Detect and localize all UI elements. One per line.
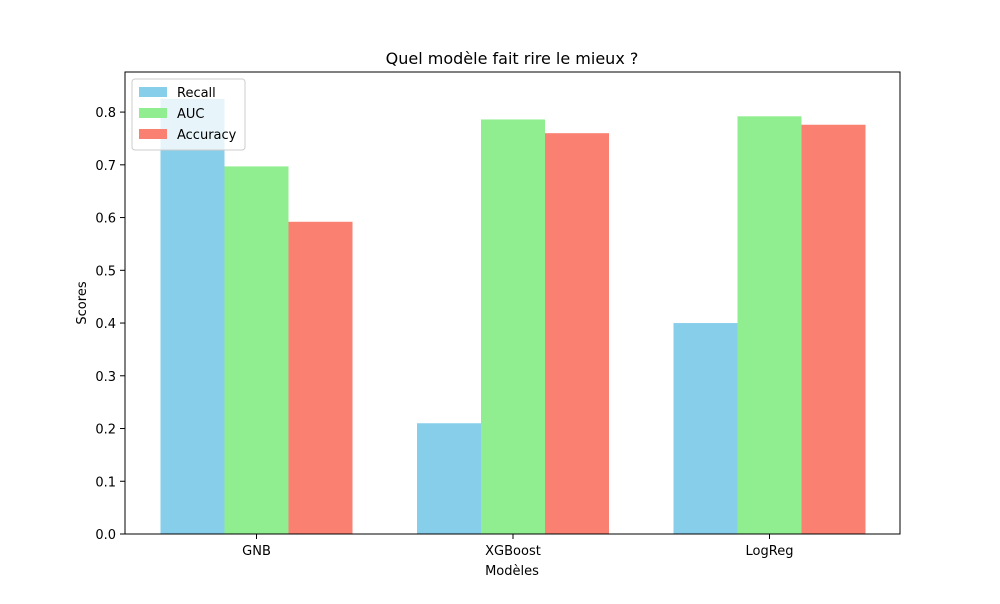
- y-axis: 0.0 0.1 0.2 0.3 0.4 0.5 0.6 0.7 0.8: [95, 106, 125, 543]
- y-tick-label: 0.7: [95, 159, 116, 174]
- bar-auc-xgboost: [481, 119, 545, 534]
- legend-label-recall: Recall: [177, 86, 216, 101]
- y-tick-label: 0.5: [95, 264, 116, 279]
- bar-recall-gnb: [160, 98, 225, 534]
- y-tick-label: 0.3: [95, 370, 116, 385]
- legend-label-accuracy: Accuracy: [177, 128, 237, 143]
- legend-swatch-accuracy: [139, 129, 167, 139]
- x-axis-label: Modèles: [485, 564, 539, 579]
- y-tick-label: 0.2: [95, 423, 116, 438]
- y-tick-label: 0.6: [95, 212, 116, 227]
- bars-layer: [160, 98, 866, 535]
- bar-recall-xgboost: [417, 423, 481, 534]
- chart-title: Quel modèle fait rire le mieux ?: [386, 49, 639, 68]
- x-tick-label: GNB: [242, 544, 271, 559]
- bar-accuracy-logreg: [801, 124, 866, 535]
- bar-auc-gnb: [224, 166, 289, 534]
- x-axis: GNB XGBoost LogReg: [242, 534, 793, 559]
- bar-auc-logreg: [737, 116, 802, 535]
- bar-recall-logreg: [673, 323, 738, 534]
- legend-swatch-recall: [139, 87, 167, 97]
- y-tick-label: 0.8: [95, 106, 116, 121]
- legend-swatch-auc: [139, 108, 167, 118]
- y-tick-label: 0.4: [95, 317, 116, 332]
- bar-accuracy-gnb: [288, 221, 353, 534]
- legend-label-auc: AUC: [177, 107, 205, 122]
- legend: Recall AUC Accuracy: [131, 78, 246, 151]
- y-tick-label: 0.0: [95, 528, 116, 543]
- y-tick-label: 0.1: [95, 475, 116, 490]
- y-axis-label: Scores: [75, 281, 90, 324]
- x-tick-label: LogReg: [746, 544, 794, 559]
- x-tick-label: XGBoost: [485, 544, 541, 559]
- bar-accuracy-xgboost: [545, 133, 609, 534]
